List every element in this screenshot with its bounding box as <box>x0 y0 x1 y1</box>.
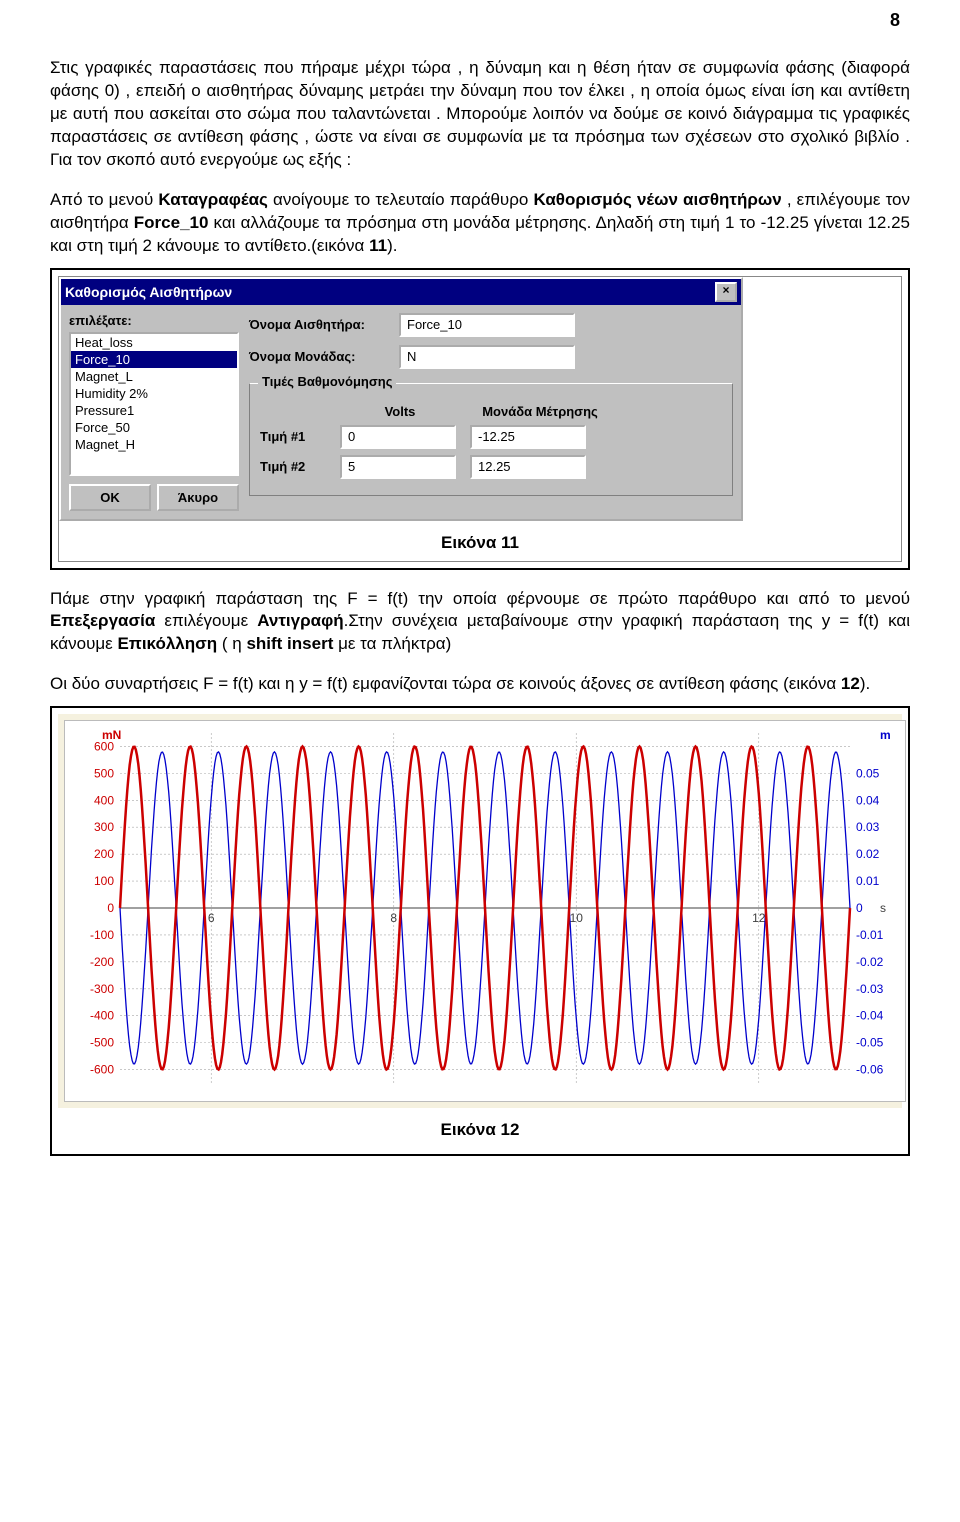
row1-unit-field[interactable]: -12.25 <box>470 425 586 449</box>
svg-text:-0.01: -0.01 <box>856 928 884 942</box>
row2-label: Τιμή #2 <box>260 459 340 474</box>
paragraph-3: Πάμε στην γραφική παράσταση της F = f(t)… <box>50 588 910 657</box>
svg-text:-300: -300 <box>90 982 114 996</box>
oscillation-chart: 6005004003002001000-100-200-300-400-500-… <box>64 720 906 1102</box>
svg-text:12: 12 <box>752 911 766 925</box>
sensor-dialog: Καθορισμός Αισθητήρων × επιλέξατε: Heat_… <box>59 277 743 521</box>
svg-text:0.02: 0.02 <box>856 847 880 861</box>
svg-text:-0.05: -0.05 <box>856 1036 884 1050</box>
figure-12-box: 6005004003002001000-100-200-300-400-500-… <box>50 706 910 1156</box>
svg-text:400: 400 <box>94 794 114 808</box>
paragraph-4: Οι δύο συναρτήσεις F = f(t) και η y = f(… <box>50 673 910 696</box>
svg-text:-0.02: -0.02 <box>856 955 884 969</box>
cancel-button[interactable]: Άκυρο <box>157 484 239 511</box>
svg-text:-100: -100 <box>90 928 114 942</box>
svg-text:-0.04: -0.04 <box>856 1009 884 1023</box>
svg-text:300: 300 <box>94 820 114 834</box>
svg-text:mN: mN <box>102 728 121 742</box>
svg-text:-500: -500 <box>90 1036 114 1050</box>
svg-text:0.05: 0.05 <box>856 767 880 781</box>
svg-text:m: m <box>880 728 891 742</box>
row2-volts-field[interactable]: 5 <box>340 455 456 479</box>
svg-text:0.03: 0.03 <box>856 820 880 834</box>
row1-label: Τιμή #1 <box>260 429 340 444</box>
ok-button[interactable]: OK <box>69 484 151 511</box>
list-item[interactable]: Humidity 2% <box>71 385 237 402</box>
unit-name-field[interactable]: N <box>399 345 575 369</box>
svg-text:-200: -200 <box>90 955 114 969</box>
svg-text:200: 200 <box>94 847 114 861</box>
svg-text:500: 500 <box>94 767 114 781</box>
calibration-group: Τιμές Βαθμονόμησης Volts Μονάδα Μέτρησης… <box>249 383 733 496</box>
sensor-name-field[interactable]: Force_10 <box>399 313 575 337</box>
svg-text:0.01: 0.01 <box>856 874 880 888</box>
select-label: επιλέξατε: <box>69 313 239 328</box>
sensor-name-label: Όνομα Αισθητήρα: <box>249 317 399 332</box>
svg-text:-400: -400 <box>90 1009 114 1023</box>
page-number: 8 <box>890 10 900 31</box>
svg-text:8: 8 <box>390 911 397 925</box>
list-item[interactable]: Pressure1 <box>71 402 237 419</box>
svg-text:10: 10 <box>570 911 584 925</box>
list-item[interactable]: Magnet_L <box>71 368 237 385</box>
close-icon[interactable]: × <box>715 282 737 302</box>
svg-text:100: 100 <box>94 874 114 888</box>
paragraph-1: Στις γραφικές παραστάσεις που πήραμε μέχ… <box>50 57 910 172</box>
svg-text:-0.06: -0.06 <box>856 1063 884 1077</box>
figure-12-caption: Εικόνα 12 <box>58 1108 902 1148</box>
dialog-title: Καθορισμός Αισθητήρων <box>65 284 232 300</box>
row2-unit-field[interactable]: 12.25 <box>470 455 586 479</box>
chart-container: 6005004003002001000-100-200-300-400-500-… <box>58 714 902 1108</box>
svg-text:s: s <box>880 901 886 915</box>
unit-name-label: Όνομα Μονάδας: <box>249 349 399 364</box>
figure-11-caption: Εικόνα 11 <box>59 521 901 561</box>
figure-11-box: Καθορισμός Αισθητήρων × επιλέξατε: Heat_… <box>50 268 910 570</box>
list-item[interactable]: Force_50 <box>71 419 237 436</box>
list-item[interactable]: Force_10 <box>71 351 237 368</box>
paragraph-2: Από το μενού Καταγραφέας ανοίγουμε το τε… <box>50 189 910 258</box>
svg-text:-0.03: -0.03 <box>856 982 884 996</box>
list-item[interactable]: Heat_loss <box>71 334 237 351</box>
sensor-listbox[interactable]: Heat_lossForce_10Magnet_LHumidity 2%Pres… <box>69 332 239 476</box>
list-item[interactable]: Magnet_H <box>71 436 237 453</box>
col-unit: Μονάδα Μέτρησης <box>460 404 620 419</box>
row1-volts-field[interactable]: 0 <box>340 425 456 449</box>
svg-text:0: 0 <box>856 901 863 915</box>
svg-text:0.04: 0.04 <box>856 794 880 808</box>
svg-text:0: 0 <box>107 901 114 915</box>
dialog-titlebar: Καθορισμός Αισθητήρων × <box>61 279 741 305</box>
svg-text:6: 6 <box>208 911 215 925</box>
calibration-legend: Τιμές Βαθμονόμησης <box>258 374 396 389</box>
col-volts: Volts <box>340 404 460 419</box>
svg-text:-600: -600 <box>90 1063 114 1077</box>
